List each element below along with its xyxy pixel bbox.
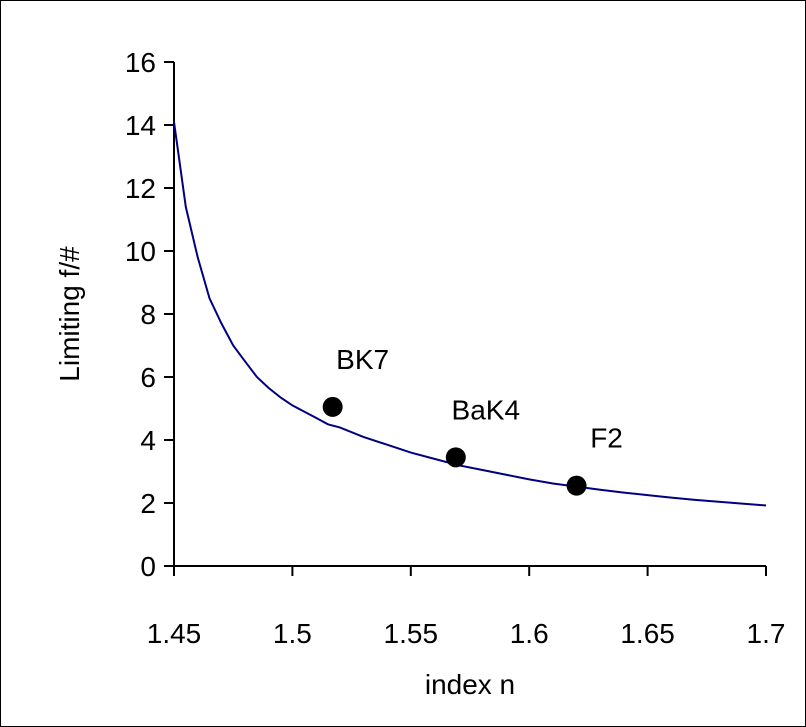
x-tick-label: 1.7 (747, 618, 786, 649)
point-label: BaK4 (452, 394, 521, 425)
tick-labels: 0 2 4 6 8 10 12 14 16 1.45 1.5 1.55 1.6 1.65 1.7 (125, 47, 786, 649)
y-tick-label: 16 (125, 47, 156, 78)
point-label: BK7 (336, 344, 389, 375)
y-tick-label: 2 (140, 488, 156, 519)
x-tick-label: 1.5 (273, 618, 312, 649)
y-tick-label: 6 (140, 362, 156, 393)
x-tick-label: 1.65 (620, 618, 675, 649)
y-axis-label: Limiting f/# (54, 246, 85, 382)
axes (173, 62, 766, 567)
data-point-bak4 (445, 447, 466, 468)
x-axis-label: index n (425, 669, 515, 700)
y-tick-label: 10 (125, 236, 156, 267)
y-tick-label: 12 (125, 173, 156, 204)
series-line (173, 121, 767, 507)
ticks (164, 61, 767, 576)
point-label: F2 (590, 423, 623, 454)
x-tick-label: 1.6 (510, 618, 549, 649)
y-tick-label: 4 (140, 425, 156, 456)
x-tick-label: 1.45 (147, 618, 202, 649)
x-tick-label: 1.55 (384, 618, 439, 649)
y-tick-label: 8 (140, 299, 156, 330)
markers: BK7 BaK4 F2 (322, 344, 623, 496)
data-point-f2 (566, 475, 587, 496)
y-tick-label: 0 (140, 551, 156, 582)
y-tick-label: 14 (125, 110, 156, 141)
data-point-bk7 (322, 396, 343, 417)
